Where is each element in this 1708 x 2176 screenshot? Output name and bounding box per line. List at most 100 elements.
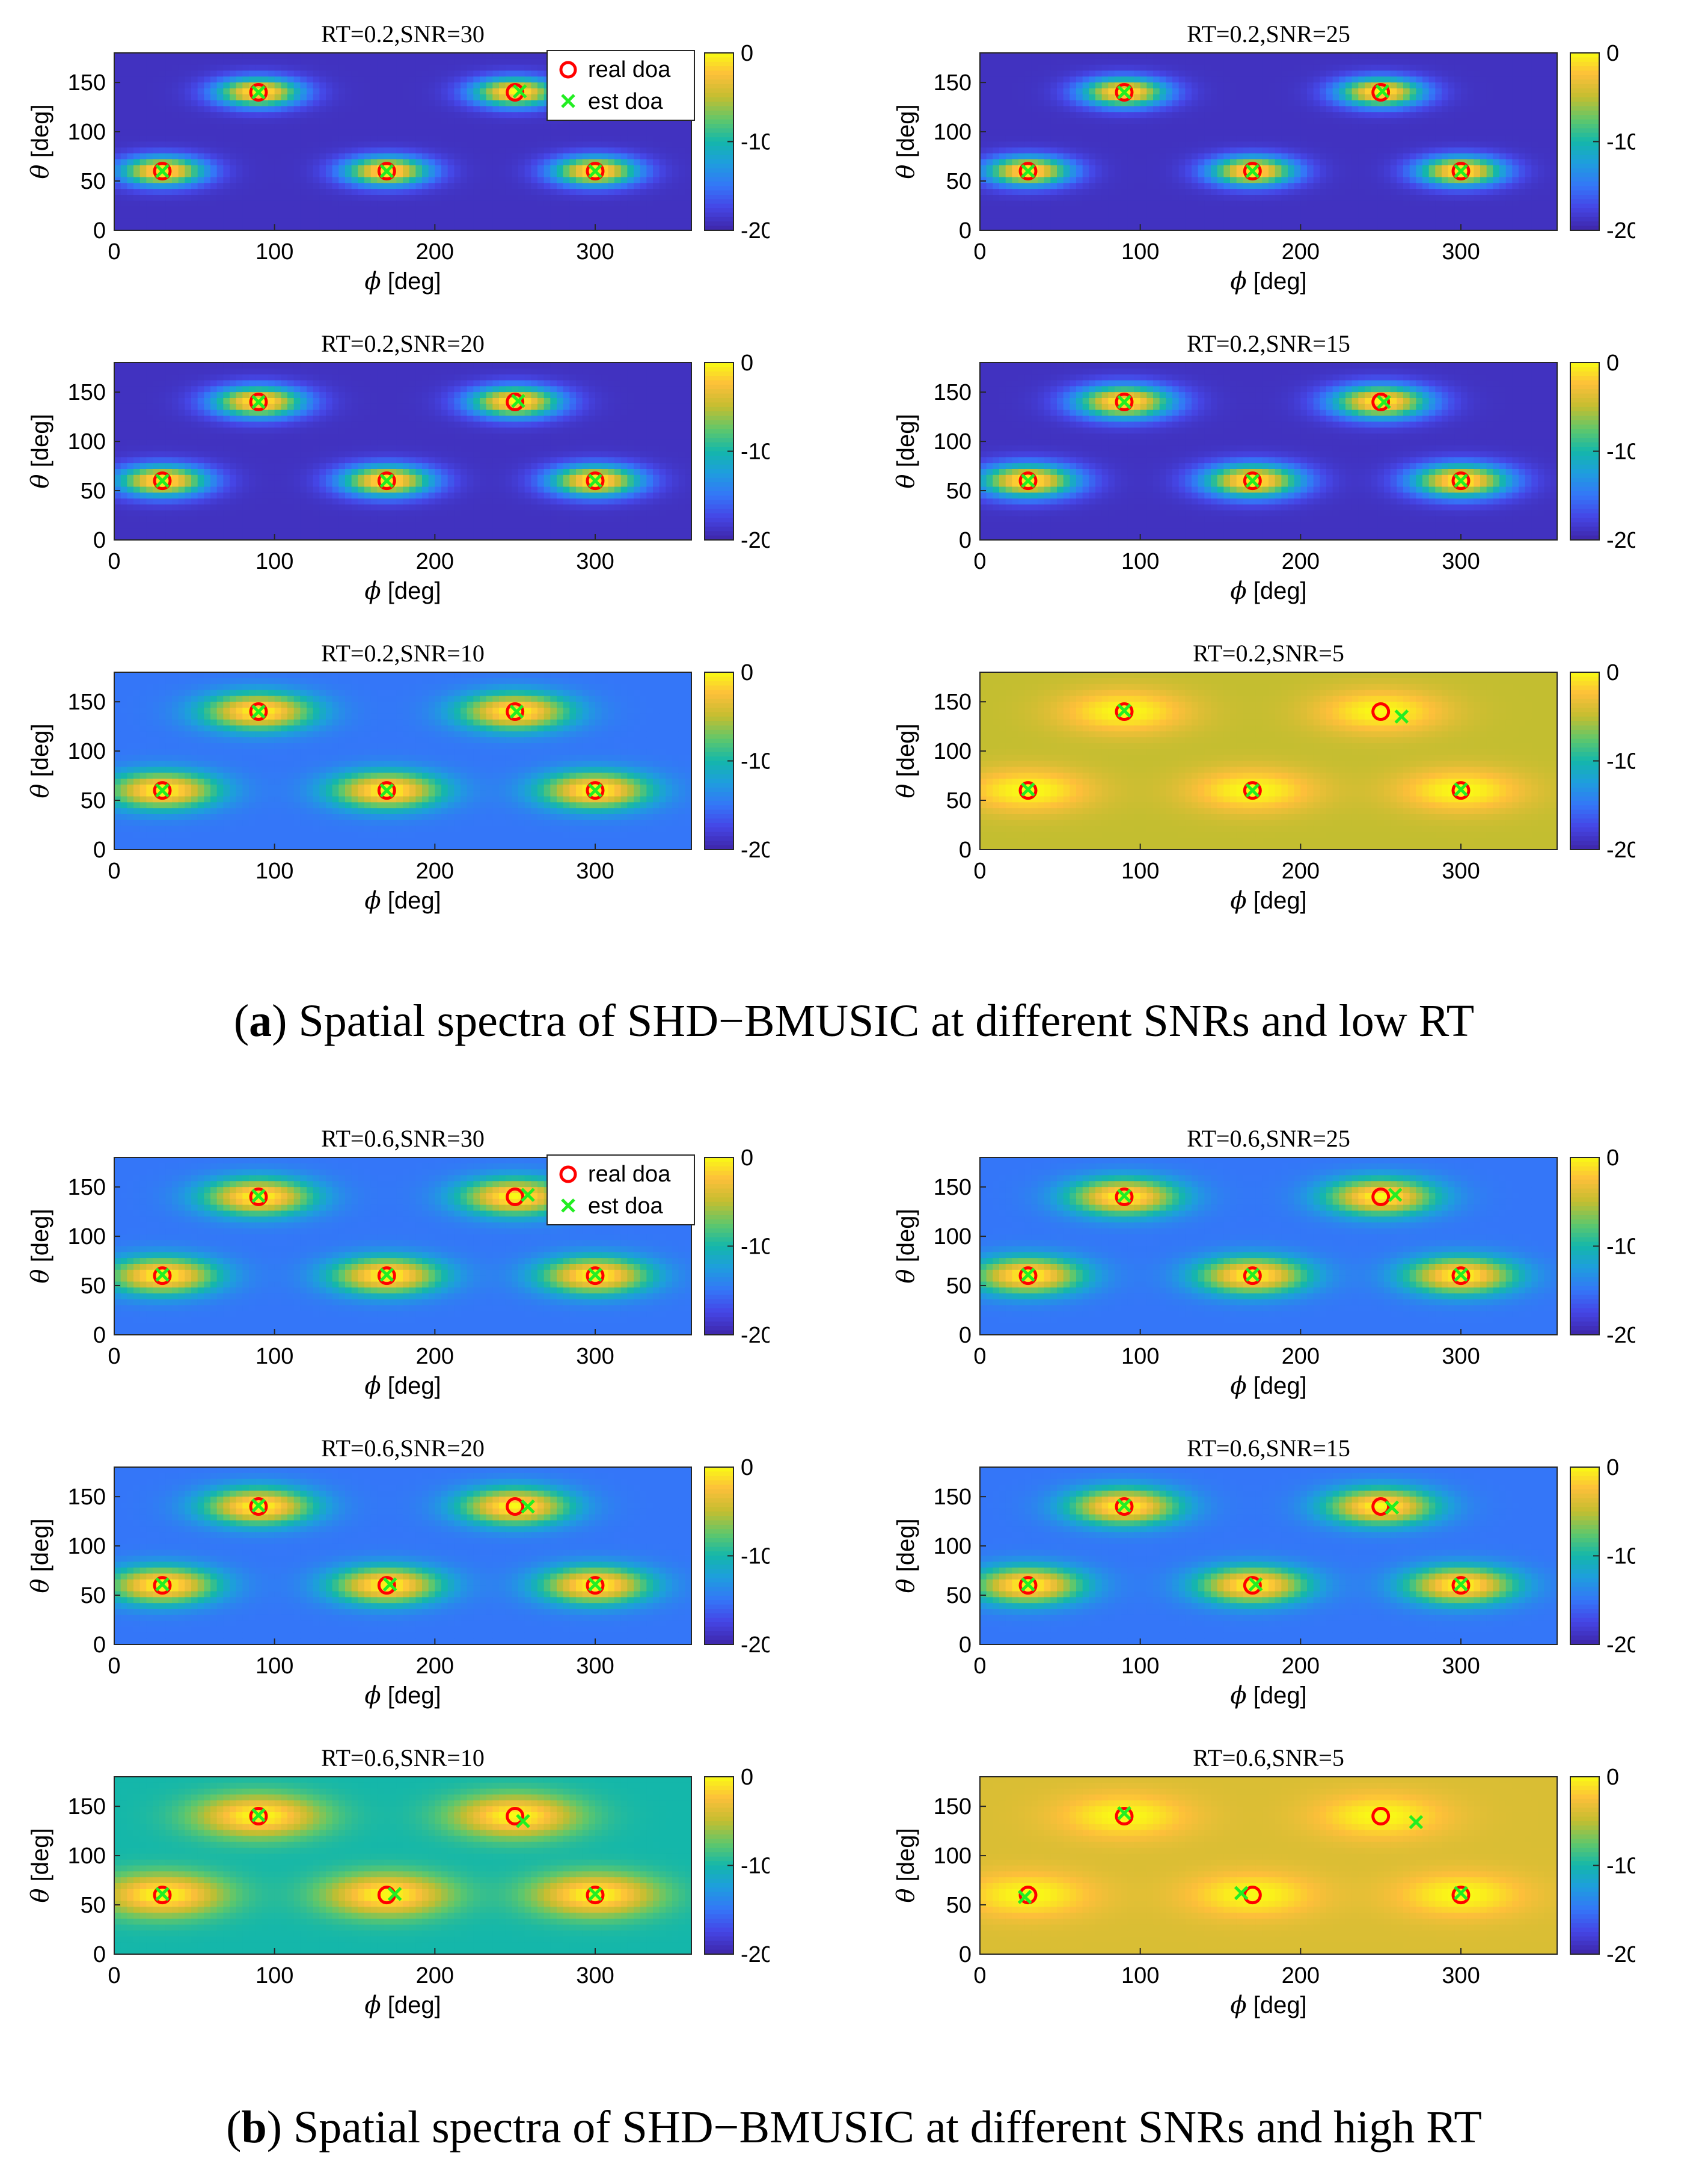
heatmap-cell bbox=[210, 147, 218, 154]
heatmap-cell bbox=[1211, 147, 1218, 154]
heatmap-cell bbox=[1550, 141, 1558, 148]
heatmap-cell bbox=[1204, 64, 1211, 72]
heatmap-cell bbox=[223, 53, 230, 60]
heatmap-cell bbox=[255, 53, 262, 60]
heatmap-cell bbox=[1063, 112, 1070, 118]
heatmap-cell bbox=[486, 112, 493, 118]
heatmap-cell bbox=[1108, 141, 1115, 148]
heatmap-cell bbox=[1474, 82, 1481, 89]
heatmap-cell bbox=[1166, 64, 1173, 72]
heatmap-cell bbox=[1127, 147, 1134, 154]
heatmap-cell bbox=[146, 195, 153, 201]
heatmap-cell bbox=[1351, 64, 1359, 72]
heatmap-cell bbox=[1493, 70, 1500, 77]
heatmap-cell bbox=[537, 58, 545, 66]
heatmap-cell bbox=[415, 135, 423, 143]
heatmap-cell bbox=[1416, 53, 1423, 60]
heatmap-cell bbox=[1166, 112, 1173, 118]
heatmap-cell bbox=[441, 100, 448, 107]
heatmap-cell bbox=[1217, 58, 1224, 66]
heatmap-cell bbox=[1166, 147, 1173, 154]
heatmap-cell bbox=[1146, 165, 1154, 172]
heatmap-cell bbox=[518, 195, 525, 201]
heatmap-cell bbox=[1294, 112, 1301, 118]
heatmap-cell bbox=[1076, 147, 1083, 154]
heatmap-cell bbox=[249, 100, 256, 107]
heatmap-cell bbox=[1082, 183, 1089, 189]
heatmap-cell bbox=[1416, 82, 1423, 89]
heatmap-cell bbox=[358, 147, 365, 154]
heatmap-cell bbox=[114, 135, 121, 143]
heatmap-cell bbox=[454, 218, 461, 225]
heatmap-cell bbox=[1134, 70, 1141, 77]
heatmap-cell bbox=[1294, 100, 1301, 107]
heatmap-cell bbox=[646, 153, 654, 160]
heatmap-cell bbox=[274, 94, 281, 101]
heatmap-cell bbox=[1255, 141, 1263, 148]
heatmap-cell bbox=[178, 183, 185, 189]
heatmap-cell bbox=[1281, 171, 1288, 178]
heatmap-cell bbox=[1467, 94, 1474, 101]
heatmap-cell bbox=[672, 135, 679, 143]
heatmap-cell bbox=[370, 129, 378, 136]
colorbar-segment bbox=[705, 141, 733, 147]
heatmap-cell bbox=[1269, 129, 1276, 136]
heatmap-cell bbox=[1204, 112, 1211, 118]
heatmap-cell bbox=[627, 129, 634, 136]
heatmap-cell bbox=[435, 165, 442, 172]
heatmap-cell bbox=[531, 106, 538, 112]
heatmap-cell bbox=[1384, 64, 1391, 72]
heatmap-cell bbox=[223, 129, 230, 136]
heatmap-cell bbox=[1230, 70, 1237, 77]
heatmap-cell bbox=[1076, 153, 1083, 160]
heatmap-cell bbox=[659, 212, 666, 219]
heatmap-cell bbox=[165, 147, 173, 154]
heatmap-cell bbox=[1288, 141, 1295, 148]
heatmap-cell bbox=[415, 171, 423, 178]
heatmap-cell bbox=[1365, 171, 1372, 178]
heatmap-cell bbox=[120, 165, 127, 172]
heatmap-cell bbox=[1377, 106, 1385, 112]
heatmap-cell bbox=[1397, 165, 1404, 172]
heatmap-cell bbox=[499, 106, 506, 112]
heatmap-cell bbox=[1550, 159, 1558, 166]
heatmap-cell bbox=[505, 153, 512, 160]
heatmap-cell bbox=[537, 135, 545, 143]
heatmap-cell bbox=[1204, 183, 1211, 189]
heatmap-cell bbox=[1255, 189, 1263, 195]
heatmap-cell bbox=[1050, 94, 1058, 101]
heatmap-cell bbox=[1512, 141, 1519, 148]
heatmap-cell bbox=[1544, 129, 1551, 136]
heatmap-cell bbox=[1089, 153, 1096, 160]
heatmap-cell bbox=[1435, 147, 1442, 154]
heatmap-cell bbox=[1159, 124, 1166, 130]
heatmap-cell bbox=[300, 159, 307, 166]
heatmap-cell bbox=[1519, 177, 1526, 183]
heatmap-cell bbox=[242, 147, 249, 154]
heatmap-cell bbox=[390, 106, 397, 112]
heatmap-cell bbox=[537, 76, 545, 83]
heatmap-cell bbox=[1512, 106, 1519, 112]
heatmap-cell bbox=[127, 224, 134, 231]
heatmap-cell bbox=[518, 58, 525, 66]
heatmap-cell bbox=[127, 94, 134, 101]
heatmap-cell bbox=[210, 118, 218, 124]
heatmap-cell bbox=[422, 70, 429, 77]
heatmap-cell bbox=[1448, 76, 1455, 83]
heatmap-cell bbox=[627, 153, 634, 160]
heatmap-cell bbox=[332, 183, 339, 189]
heatmap-cell bbox=[1538, 118, 1545, 124]
heatmap-cell bbox=[620, 171, 628, 178]
heatmap-cell bbox=[1236, 147, 1243, 154]
heatmap-cell bbox=[1153, 88, 1160, 95]
heatmap-cell bbox=[1101, 100, 1109, 107]
heatmap-cell bbox=[1185, 195, 1192, 201]
heatmap-cell bbox=[435, 212, 442, 219]
heatmap-cell bbox=[370, 171, 378, 178]
heatmap-cell bbox=[1172, 147, 1180, 154]
colorbar-segment bbox=[705, 93, 733, 98]
heatmap-cell bbox=[1249, 153, 1257, 160]
heatmap-cell bbox=[980, 53, 987, 60]
heatmap-cell bbox=[512, 100, 519, 107]
heatmap-cell bbox=[441, 94, 448, 101]
